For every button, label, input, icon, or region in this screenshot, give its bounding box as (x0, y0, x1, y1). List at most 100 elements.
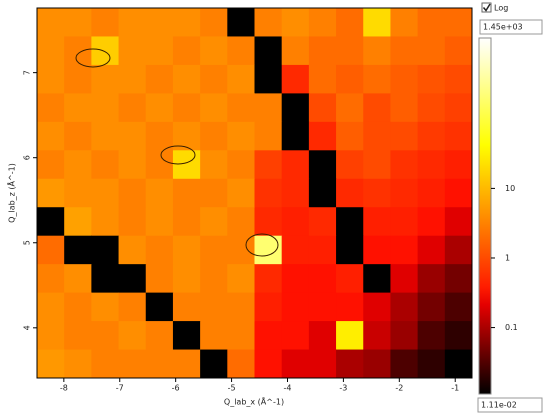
heatmap-cell (172, 349, 201, 379)
heatmap-cell (145, 264, 174, 294)
y-axis-label: Q_lab_z (Å^-1) (6, 163, 17, 223)
heatmap-cell (281, 93, 310, 123)
log-checkbox[interactable] (481, 2, 492, 13)
heatmap-cell (227, 178, 255, 208)
heatmap-cell (281, 8, 310, 37)
heatmap-cell (64, 321, 92, 351)
heatmap-cell (37, 8, 65, 37)
heatmap-cell (91, 8, 120, 37)
heatmap-cell (336, 207, 364, 237)
heatmap-cell (444, 321, 473, 351)
heatmap-cell (227, 121, 255, 151)
heatmap-cell (37, 292, 65, 322)
y-tick-label: 6 (23, 155, 32, 160)
heatmap-cell (336, 150, 364, 180)
heatmap-cell (172, 93, 201, 123)
heatmap-cell (417, 36, 446, 66)
heatmap-cell (118, 36, 147, 66)
min-input[interactable] (477, 397, 543, 413)
heatmap-cell (417, 292, 446, 322)
heatmap-cell (145, 178, 174, 208)
heatmap-cell (363, 36, 391, 66)
heatmap-cell (118, 64, 147, 94)
colorbar-tick-label: 10 (505, 184, 515, 193)
heatmap-cell (227, 64, 255, 94)
heatmap-cell (308, 36, 337, 66)
heatmap-cell (254, 264, 283, 294)
heatmap-cell (444, 178, 473, 208)
heatmap-cell (37, 150, 65, 180)
heatmap-cell (145, 207, 174, 237)
peak-ellipse (75, 48, 111, 68)
heatmap-cell (37, 64, 65, 94)
heatmap-cell (200, 235, 228, 265)
x-tick-label: -3 (339, 384, 347, 393)
heatmap-cell (227, 207, 255, 237)
heatmap-cell (227, 150, 255, 180)
heatmap-cell (200, 64, 228, 94)
heatmap-cell (308, 8, 337, 37)
heatmap-cell (64, 121, 92, 151)
colorbar (478, 37, 492, 395)
heatmap-cell (227, 321, 255, 351)
heatmap-cell (200, 150, 228, 180)
heatmap-cell (336, 235, 364, 265)
heatmap-cell (172, 64, 201, 94)
heatmap-cell (254, 292, 283, 322)
heatmap-cell (390, 150, 419, 180)
heatmap-cell (37, 121, 65, 151)
heatmap-cell (417, 121, 446, 151)
heatmap-cell (37, 207, 65, 237)
heatmap-cell (308, 64, 337, 94)
heatmap-cell (281, 121, 310, 151)
heatmap-cell (172, 150, 201, 180)
heatmap-cell (37, 235, 65, 265)
heatmap-cell (172, 36, 201, 66)
heatmap-cell (254, 150, 283, 180)
heatmap-cell (390, 264, 419, 294)
heatmap-cell (444, 8, 473, 37)
heatmap-cell (91, 235, 120, 265)
heatmap-cell (91, 178, 120, 208)
heatmap-cell (91, 321, 120, 351)
colorbar-tick-label: 1 (505, 253, 510, 262)
heatmap-cell (145, 292, 174, 322)
heatmap-cell (417, 207, 446, 237)
max-input[interactable] (479, 19, 543, 35)
heatmap-cell (336, 64, 364, 94)
heatmap-cell (308, 121, 337, 151)
heatmap-cell (227, 93, 255, 123)
max-input-text: 1.45e+03 (483, 23, 523, 32)
heatmap-cell (308, 207, 337, 237)
heatmap-cell (172, 321, 201, 351)
checkmark (482, 3, 491, 12)
heatmap-cell (145, 93, 174, 123)
heatmap-cell (390, 93, 419, 123)
heatmap-cell (91, 150, 120, 180)
heatmap-cell (37, 93, 65, 123)
heatmap-cell (145, 321, 174, 351)
heatmap-cell (444, 235, 473, 265)
heatmap-cell (336, 321, 364, 351)
heatmap-cell (417, 8, 446, 37)
heatmap-cell (363, 235, 391, 265)
heatmap-cell (336, 178, 364, 208)
heatmap-cell (64, 36, 92, 66)
heatmap-cell (37, 349, 65, 379)
x-axis-label: Q_lab_x (Å^-1) (224, 396, 284, 407)
heatmap-cell (91, 207, 120, 237)
heatmap-cell (363, 349, 391, 379)
heatmap-cell (417, 235, 446, 265)
heatmap-cell (363, 150, 391, 180)
heatmap-cell (91, 264, 120, 294)
heatmap-cell (91, 93, 120, 123)
heatmap-cell (172, 178, 201, 208)
heatmap-cell (145, 349, 174, 379)
heatmap-cell (281, 178, 310, 208)
heatmap-cell (200, 264, 228, 294)
heatmap-cell (37, 36, 65, 66)
heatmap-cell (91, 292, 120, 322)
heatmap-cell (363, 64, 391, 94)
heatmap-cell (390, 349, 419, 379)
